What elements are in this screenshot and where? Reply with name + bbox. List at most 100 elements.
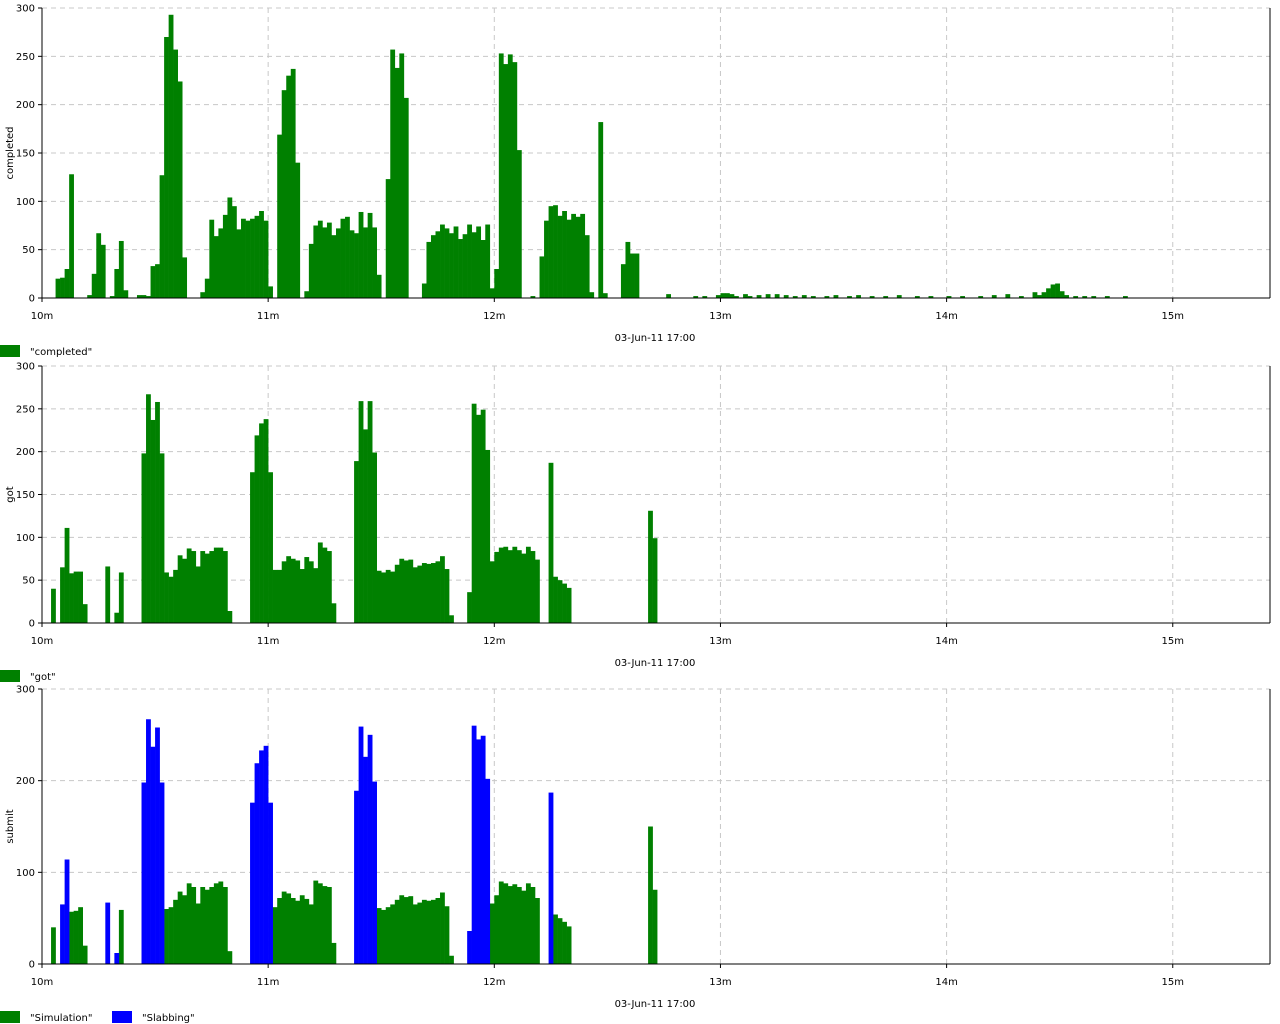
bar [810, 296, 816, 298]
bar [525, 883, 531, 964]
bar [236, 229, 242, 298]
chart-panel-2: 0 50 100 150 200 250 300 10m 11m 12m 13m 14m 15m got 0… [0, 362, 1271, 683]
bar [299, 895, 305, 964]
bar [259, 211, 264, 298]
x-tick-label: 13m [709, 977, 731, 988]
bar [1091, 296, 1097, 298]
bar [191, 551, 197, 623]
bar [562, 921, 567, 964]
bar [290, 558, 296, 623]
bar [51, 927, 56, 964]
legend-label: "Slabbing" [142, 1013, 195, 1024]
bar [435, 231, 441, 298]
bar [440, 556, 445, 623]
chart-panel-3: 0 100 200 300 10m 11m 12m 13m 14m 15m submit 03-Jun… [0, 685, 1271, 1024]
series-bars-2 [60, 719, 554, 964]
bar [146, 719, 151, 964]
bar [222, 551, 228, 623]
bar [286, 556, 292, 623]
bar [476, 226, 482, 298]
bar [354, 790, 359, 964]
bar [213, 547, 219, 623]
bar [290, 898, 296, 964]
bar [385, 569, 391, 623]
bar [883, 296, 889, 298]
y-tick-label: 300 [16, 685, 35, 696]
y-axis-title: got [5, 486, 16, 502]
bar [702, 296, 708, 298]
bar [73, 910, 79, 964]
bar [254, 215, 260, 298]
bar [471, 725, 477, 964]
bar [155, 401, 160, 623]
bar [200, 887, 206, 964]
bar [856, 295, 861, 298]
bar [150, 266, 156, 298]
legend-item-1: "got" [0, 670, 56, 683]
x-tick-label: 10m [31, 636, 53, 647]
bar [155, 727, 160, 964]
bar [109, 296, 115, 298]
bar [118, 240, 124, 298]
y-tick-label: 250 [16, 404, 35, 415]
bar [331, 235, 337, 298]
legend-swatch [0, 1011, 20, 1023]
bar [358, 401, 364, 623]
bar [281, 90, 287, 298]
bar [250, 802, 255, 964]
bar [308, 243, 314, 298]
bar [118, 909, 124, 964]
legend-label: "got" [30, 672, 56, 683]
bar [69, 911, 74, 964]
y-tick-label: 0 [29, 294, 35, 305]
y-tick-label: 0 [29, 619, 35, 630]
bar [476, 739, 482, 964]
x-tick-label: 10m [31, 977, 53, 988]
bar [1104, 296, 1110, 298]
bar [553, 205, 558, 298]
y-tick-label: 100 [16, 533, 35, 544]
bar [385, 179, 391, 298]
bar [51, 588, 56, 623]
bar [824, 296, 830, 298]
bar [200, 551, 206, 623]
bar [60, 567, 65, 623]
bar [78, 571, 83, 623]
bar [340, 218, 346, 298]
bar [530, 551, 536, 623]
bar [498, 881, 504, 964]
bar [467, 224, 472, 298]
bar [304, 557, 310, 623]
bar [227, 611, 233, 623]
bar [159, 782, 165, 964]
bar [1050, 284, 1056, 298]
x-tick-label: 15m [1162, 977, 1184, 988]
legend-swatch [112, 1011, 132, 1023]
bar [458, 239, 463, 298]
bar [801, 295, 807, 298]
bar [376, 570, 382, 623]
legend-item-2: "Slabbing" [112, 1011, 195, 1024]
bar [186, 883, 192, 964]
bar [507, 550, 513, 623]
bar [408, 896, 414, 964]
bar [213, 883, 219, 964]
bar [516, 887, 522, 964]
bar [1032, 292, 1038, 298]
bar [516, 550, 522, 623]
bar [512, 884, 518, 964]
bar [326, 222, 332, 298]
bar [602, 293, 608, 298]
x-tick-label: 13m [709, 311, 731, 322]
bar [421, 563, 427, 623]
bar [173, 899, 178, 964]
bar [263, 419, 269, 623]
bar [394, 564, 400, 623]
bar [222, 887, 228, 964]
bar [141, 453, 147, 623]
bar [105, 902, 111, 964]
y-tick-label: 50 [22, 245, 35, 256]
bar [195, 903, 201, 964]
bar [399, 53, 405, 299]
